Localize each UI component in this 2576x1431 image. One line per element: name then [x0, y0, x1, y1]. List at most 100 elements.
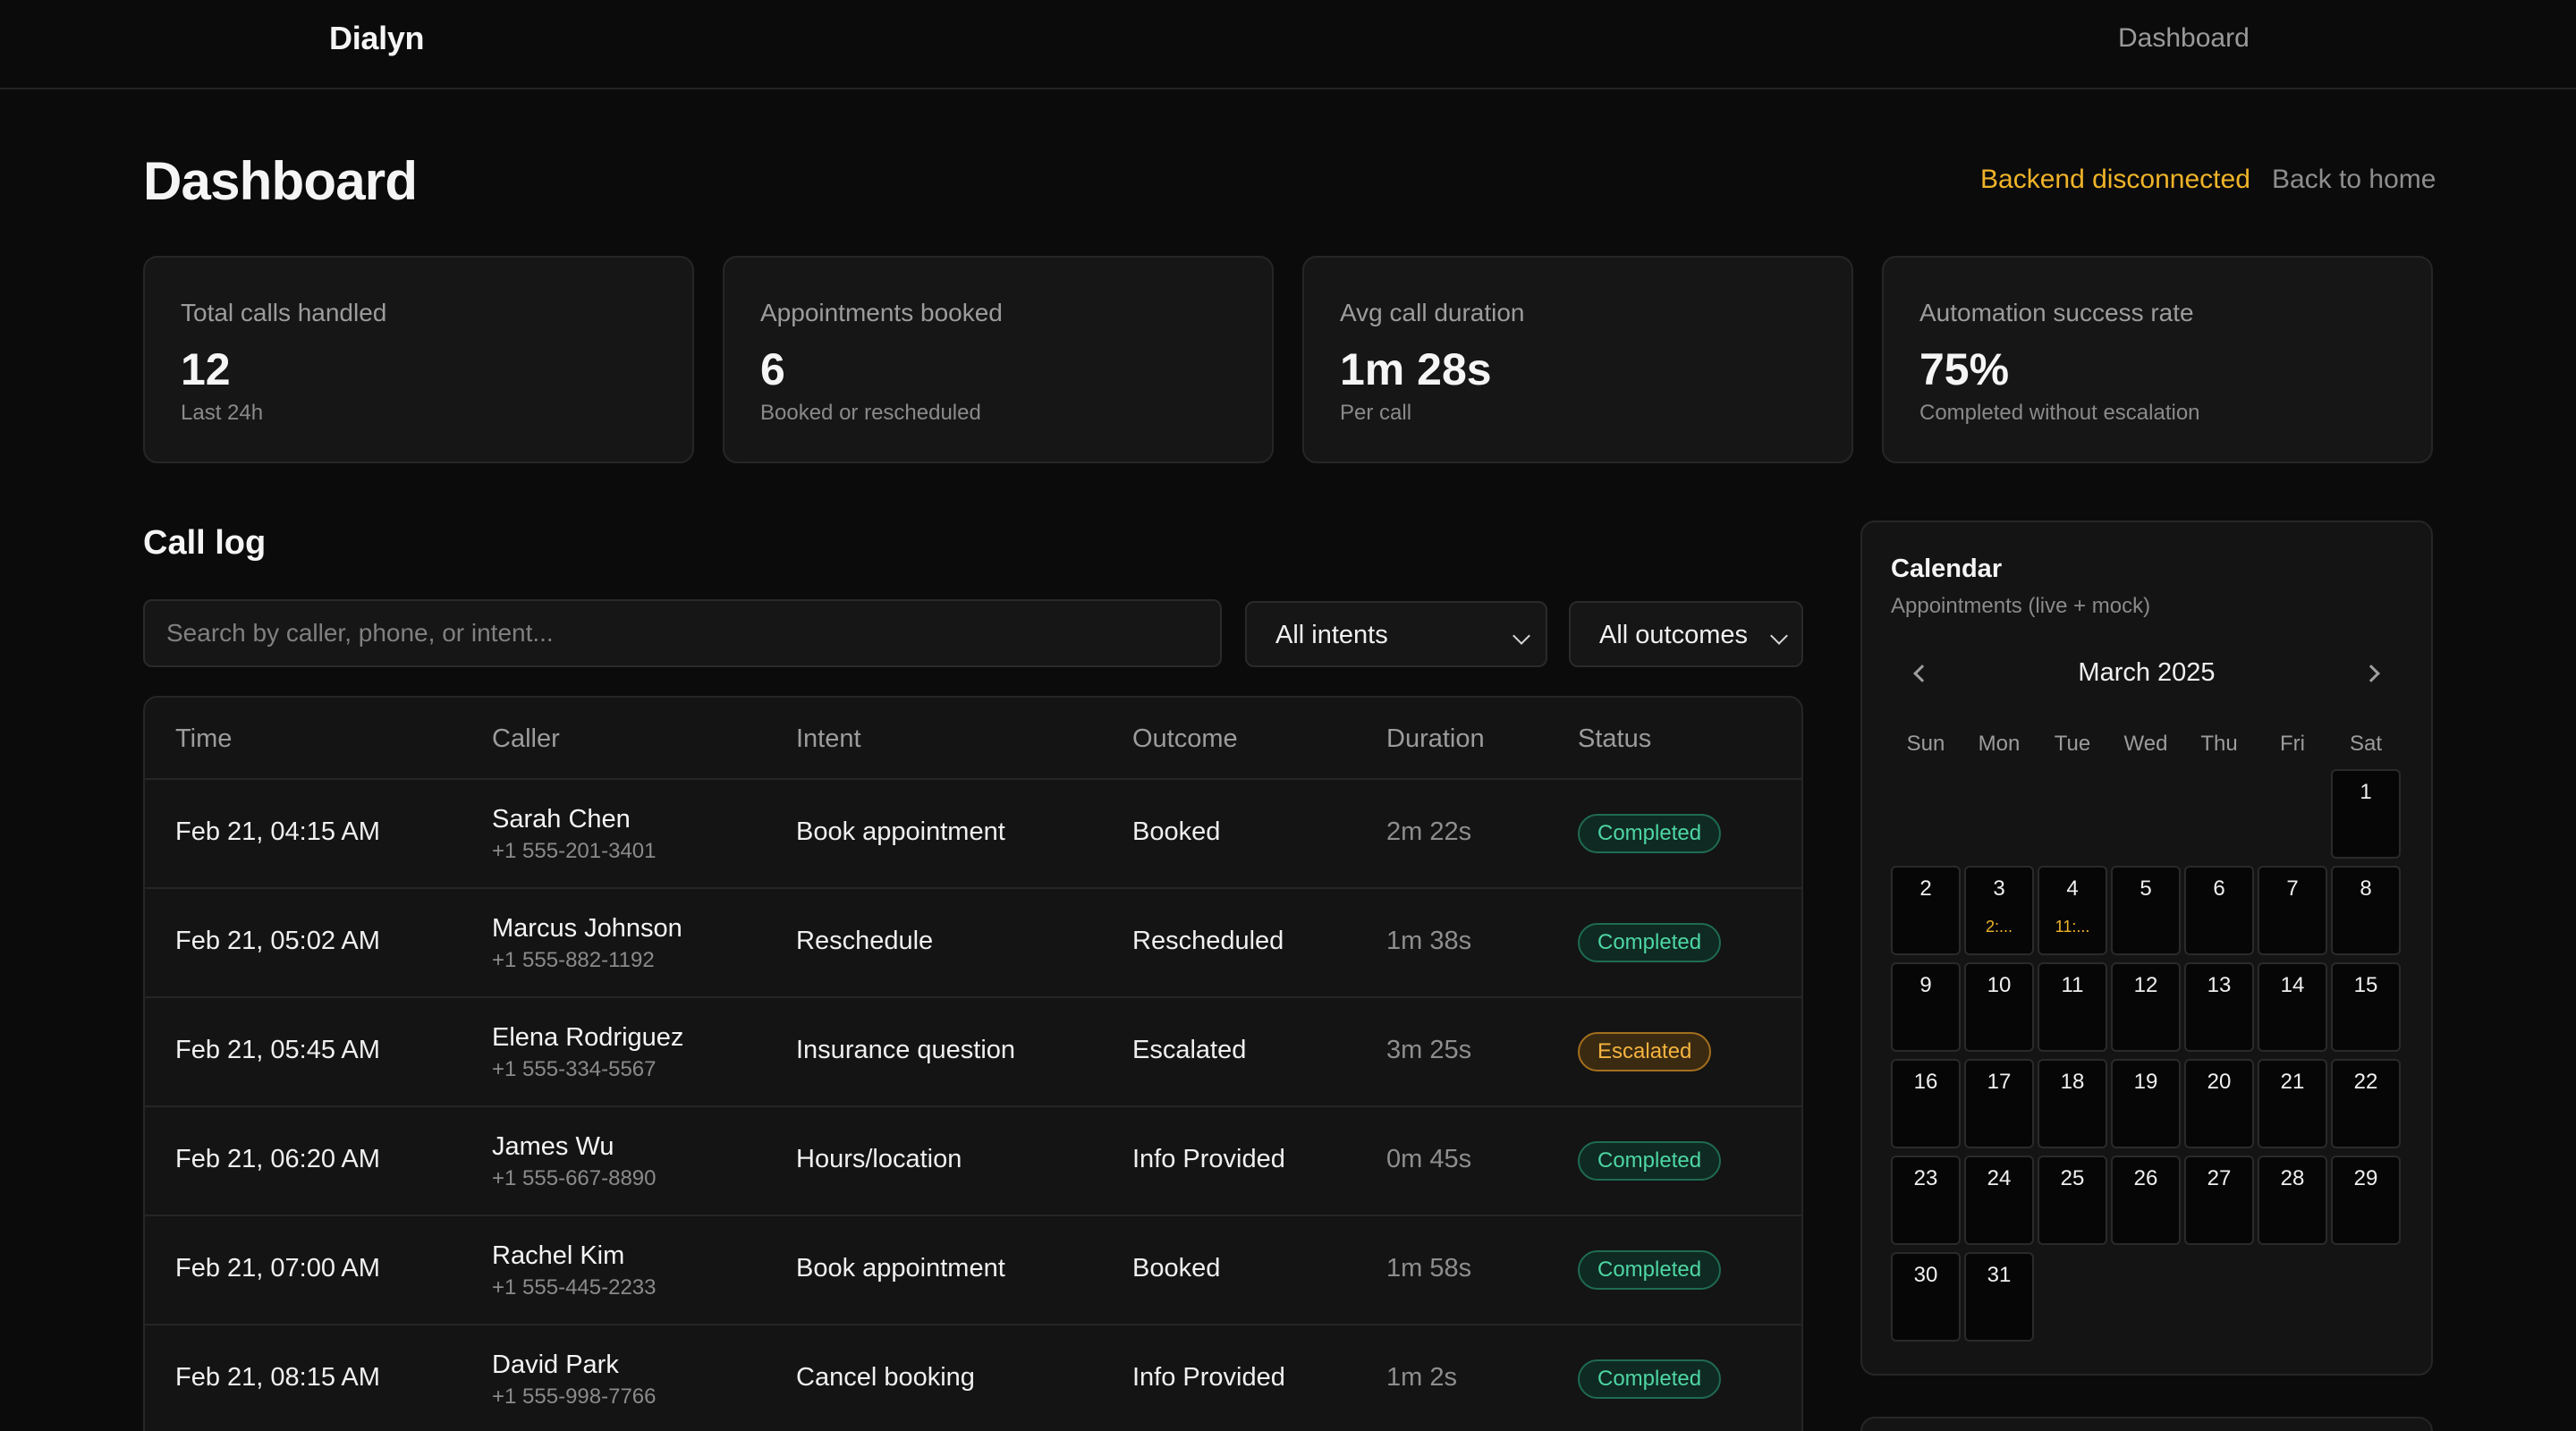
calendar-day[interactable]: 24	[1964, 1156, 2034, 1245]
page-title: Dashboard	[143, 151, 418, 211]
column-header-duration[interactable]: Duration	[1386, 724, 1485, 753]
caller-phone: +1 555-445-2233	[492, 1275, 657, 1300]
calendar-day[interactable]: 16	[1891, 1059, 1961, 1148]
calendar-day[interactable]: 3 2:...	[1964, 866, 2034, 955]
calendar-prev-button[interactable]	[1903, 656, 1939, 692]
intent-filter-select[interactable]: All intents	[1245, 601, 1547, 667]
call-duration: 1m 2s	[1386, 1363, 1457, 1392]
outcome-filter-select[interactable]: All outcomes	[1569, 601, 1803, 667]
calendar-day[interactable]: 25	[2038, 1156, 2107, 1245]
call-intent: Insurance question	[796, 1036, 1016, 1064]
calendar-day-number: 25	[2060, 1166, 2085, 1190]
calendar-day-number: 31	[1987, 1263, 2012, 1287]
column-header-outcome[interactable]: Outcome	[1132, 724, 1238, 753]
calendar-day-number: 4	[2066, 876, 2079, 901]
calendar-event[interactable]: 2:...	[1985, 918, 2012, 936]
caller-name: David Park	[492, 1351, 619, 1379]
calendar-day-number: 11	[2061, 973, 2084, 997]
calendar-day[interactable]: 13	[2184, 962, 2254, 1052]
intent-filter-value: All intents	[1275, 621, 1388, 649]
calendar-day[interactable]: 23	[1891, 1156, 1961, 1245]
table-row[interactable]: Feb 21, 04:15 AM Sarah Chen +1 555-201-340…	[145, 778, 1801, 887]
caller-name: Rachel Kim	[492, 1241, 625, 1270]
calendar-day[interactable]: 30	[1891, 1252, 1961, 1342]
table-row[interactable]: Feb 21, 08:15 AM David Park +1 555-998-776…	[145, 1324, 1801, 1431]
table-row[interactable]: Feb 21, 05:45 AM Elena Rodriguez +1 555-33…	[145, 996, 1801, 1105]
chevron-right-icon	[2362, 665, 2380, 682]
calendar-day[interactable]: 28	[2258, 1156, 2327, 1245]
call-search-input[interactable]	[143, 599, 1222, 667]
nav-dashboard-link[interactable]: Dashboard	[2118, 23, 2250, 53]
calendar-day[interactable]: 8	[2331, 866, 2401, 955]
calendar-title: Calendar	[1891, 555, 2003, 583]
calendar-day-number: 24	[1987, 1166, 2012, 1190]
table-row[interactable]: Feb 21, 06:20 AM James Wu +1 555-667-8890 H…	[145, 1105, 1801, 1215]
calendar-next-button[interactable]	[2358, 656, 2394, 692]
column-header-time[interactable]: Time	[175, 724, 233, 753]
calendar-day[interactable]: 15	[2331, 962, 2401, 1052]
column-header-intent[interactable]: Intent	[796, 724, 861, 753]
calendar-panel: Calendar Appointments (live + mock) Marc…	[1860, 521, 2433, 1376]
calendar-day[interactable]: 7	[2258, 866, 2327, 955]
weekday-label: Wed	[2123, 732, 2168, 756]
calendar-day[interactable]: 29	[2331, 1156, 2401, 1245]
calendar-day-number: 16	[1913, 1070, 1938, 1094]
calendar-day-number: 15	[2353, 973, 2378, 997]
calendar-day-number: 1	[2360, 780, 2372, 804]
calendar-day[interactable]: 4 11:...	[2038, 866, 2107, 955]
calendar-day-number: 7	[2286, 876, 2299, 901]
stat-label: Automation success rate	[1919, 299, 2194, 326]
brand-logo[interactable]: Dialyn	[329, 20, 425, 56]
calendar-day[interactable]: 19	[2111, 1059, 2181, 1148]
calendar-day-number: 3	[1993, 876, 2005, 901]
table-row[interactable]: Feb 21, 07:00 AM Rachel Kim +1 555-445-223…	[145, 1215, 1801, 1324]
calendar-month-label: March 2025	[2078, 658, 2216, 687]
table-row[interactable]: Feb 21, 05:02 AM Marcus Johnson +1 555-882…	[145, 887, 1801, 996]
calendar-day[interactable]: 9	[1891, 962, 1961, 1052]
calendar-day-number: 14	[2280, 973, 2305, 997]
calendar-day-number: 17	[1987, 1070, 2012, 1094]
calendar-day[interactable]: 31	[1964, 1252, 2034, 1342]
calendar-day[interactable]: 12	[2111, 962, 2181, 1052]
calendar-day[interactable]: 1	[2331, 769, 2401, 859]
column-header-status[interactable]: Status	[1578, 724, 1652, 753]
calendar-event[interactable]: 11:...	[2055, 918, 2090, 936]
calendar-day[interactable]: 18	[2038, 1059, 2107, 1148]
calendar-day[interactable]: 17	[1964, 1059, 2034, 1148]
call-duration: 3m 25s	[1386, 1036, 1472, 1064]
calendar-day-number: 18	[2060, 1070, 2085, 1094]
stat-label: Total calls handled	[181, 299, 387, 326]
calendar-day[interactable]: 26	[2111, 1156, 2181, 1245]
calendar-day[interactable]: 2	[1891, 866, 1961, 955]
caller-phone: +1 555-334-5567	[492, 1057, 657, 1081]
calendar-day[interactable]: 21	[2258, 1059, 2327, 1148]
stat-value: 12	[181, 344, 231, 394]
call-duration: 1m 38s	[1386, 927, 1472, 955]
weekday-label: Tue	[2054, 732, 2091, 756]
call-time: Feb 21, 05:02 AM	[175, 927, 380, 955]
outcome-filter-value: All outcomes	[1599, 621, 1749, 649]
calendar-day[interactable]: 6	[2184, 866, 2254, 955]
top-nav: Dialyn Dashboard	[0, 0, 2576, 89]
calendar-day-number: 5	[2140, 876, 2152, 901]
calendar-day[interactable]: 14	[2258, 962, 2327, 1052]
back-home-link[interactable]: Back to home	[2272, 165, 2436, 194]
calendar-day-number: 6	[2213, 876, 2225, 901]
call-time: Feb 21, 07:00 AM	[175, 1254, 380, 1283]
calendar-day-number: 19	[2133, 1070, 2158, 1094]
stat-card-total-calls: Total calls handled 12 Last 24h	[143, 256, 694, 463]
calendar-day[interactable]: 11	[2038, 962, 2107, 1052]
calendar-day[interactable]: 20	[2184, 1059, 2254, 1148]
call-outcome: Info Provided	[1132, 1363, 1285, 1392]
call-outcome: Booked	[1132, 1254, 1221, 1283]
stat-value: 75%	[1919, 344, 2010, 394]
column-header-caller[interactable]: Caller	[492, 724, 560, 753]
calendar-day[interactable]: 5	[2111, 866, 2181, 955]
calendar-day[interactable]: 27	[2184, 1156, 2254, 1245]
calendar-day[interactable]: 10	[1964, 962, 2034, 1052]
calendar-day-number: 12	[2133, 973, 2158, 997]
calendar-day[interactable]: 22	[2331, 1059, 2401, 1148]
stat-card-avg-duration: Avg call duration 1m 28s Per call	[1302, 256, 1853, 463]
calendar-day-number: 27	[2207, 1166, 2232, 1190]
call-intent: Hours/location	[796, 1145, 962, 1173]
